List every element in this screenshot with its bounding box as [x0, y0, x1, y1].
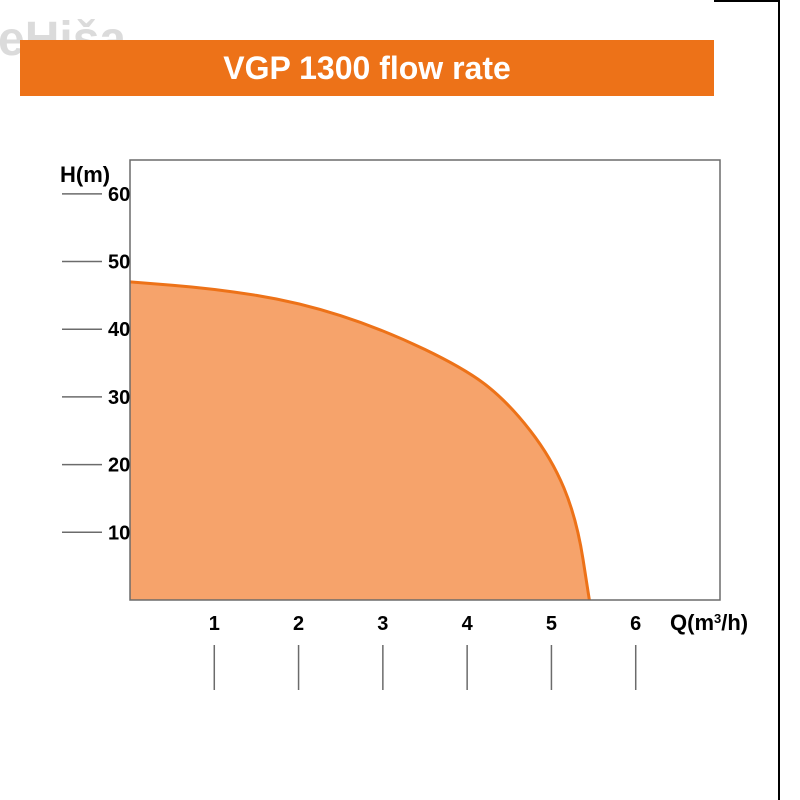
- page-border-right-horizontal: [714, 0, 780, 2]
- title-bar: VGP 1300 flow rate: [20, 40, 714, 96]
- page-border-right-vertical: [778, 0, 780, 800]
- x-tick-label: 1: [209, 613, 220, 635]
- y-tick-label: 60: [108, 184, 130, 206]
- x-tick-label: 3: [377, 613, 388, 635]
- y-tick-label: 10: [108, 522, 130, 544]
- x-tick-label: 5: [546, 613, 557, 635]
- y-axis-label: H(m): [60, 162, 110, 187]
- flow-curve-area: [130, 282, 589, 600]
- y-tick-label: 30: [108, 387, 130, 409]
- flow-rate-chart: 10 20 30 40 50 60H(m) 1 2 3 4 5 6 Q(m3/h): [30, 150, 760, 710]
- y-tick-label: 20: [108, 455, 130, 477]
- y-tick-label: 50: [108, 252, 130, 274]
- x-tick-label: 4: [462, 613, 474, 635]
- x-tick-label: 6: [630, 613, 641, 635]
- x-axis-label: Q(m3/h): [670, 610, 748, 635]
- x-tick-label: 2: [293, 613, 304, 635]
- y-tick-label: 40: [108, 319, 130, 341]
- chart-title: VGP 1300 flow rate: [223, 50, 511, 87]
